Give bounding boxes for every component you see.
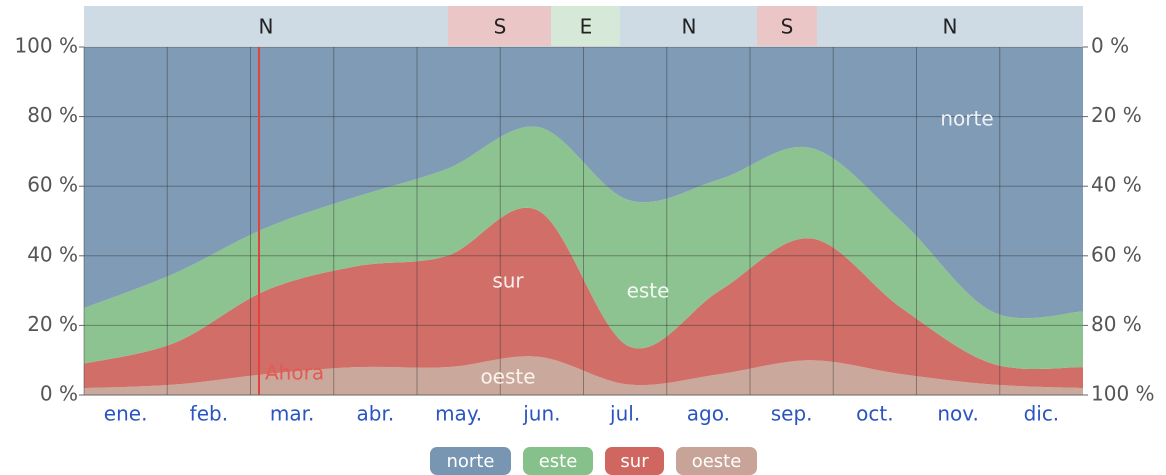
legend-label: este: [539, 451, 578, 472]
legend-label: sur: [620, 451, 649, 472]
y2-tick-label: 40 %: [1091, 173, 1142, 197]
y2-tick-label: 60 %: [1091, 242, 1142, 266]
band-label: N: [259, 15, 274, 39]
area: [84, 207, 1083, 389]
x-tick-label: mar.: [270, 402, 314, 426]
x-tick-label: dic.: [1024, 402, 1060, 426]
area: [84, 47, 1083, 319]
x-tick-label: nov.: [937, 402, 979, 426]
y2-tick-label: 20 %: [1091, 103, 1142, 127]
legend-swatch: [676, 447, 757, 475]
x-tick-label: jul.: [609, 402, 640, 426]
band-bg: [551, 6, 620, 46]
legend: norte este sur oeste: [430, 447, 757, 475]
direction-bands: N S E N S N: [84, 6, 1083, 46]
legend-swatch: [605, 447, 664, 475]
legend-label: oeste: [692, 451, 742, 472]
band-bg: [448, 6, 551, 46]
y-tick-label: 20 %: [27, 312, 78, 336]
y2-tick-label: 100 %: [1091, 382, 1155, 406]
now-label: Ahora: [265, 361, 324, 385]
x-tick-label: sep.: [771, 402, 813, 426]
area: [84, 126, 1083, 370]
x-tick-label: oct.: [856, 402, 893, 426]
band-label: N: [682, 15, 697, 39]
x-tick-label: ene.: [104, 402, 148, 426]
area-label: este: [627, 279, 670, 303]
band-bg: [757, 6, 817, 46]
y2-tick-label: 0 %: [1091, 34, 1129, 58]
x-tick-label: ago.: [687, 402, 730, 426]
band-bg: [817, 6, 1083, 46]
legend-swatch: [430, 447, 511, 475]
x-tick-label: abr.: [357, 402, 395, 426]
areas: [84, 47, 1083, 395]
area-label: sur: [492, 269, 524, 293]
y-tick-label: 0 %: [40, 382, 78, 406]
area-label: norte: [940, 107, 993, 131]
y-tick-label: 60 %: [27, 173, 78, 197]
y-tick-label: 100 %: [14, 34, 78, 58]
y2-tick-label: 80 %: [1091, 312, 1142, 336]
axes: 0 % 20 % 40 % 60 % 80 % 100 % 0 % 20 % 40 % 60 % 8…: [14, 34, 1154, 426]
area: [84, 356, 1083, 395]
band-label: E: [580, 15, 593, 39]
legend-label: norte: [447, 451, 495, 472]
x-tick-label: may.: [435, 402, 482, 426]
band-label: N: [943, 15, 958, 39]
area-label: oeste: [480, 365, 535, 389]
x-tick-label: feb.: [190, 402, 228, 426]
y-tick-label: 40 %: [27, 242, 78, 266]
band-bg: [84, 6, 448, 46]
band-label: S: [494, 15, 507, 39]
x-tick-label: jun.: [522, 402, 560, 426]
y-tick-label: 80 %: [27, 103, 78, 127]
legend-swatch: [523, 447, 593, 475]
band-bg: [620, 6, 757, 46]
band-label: S: [781, 15, 794, 39]
